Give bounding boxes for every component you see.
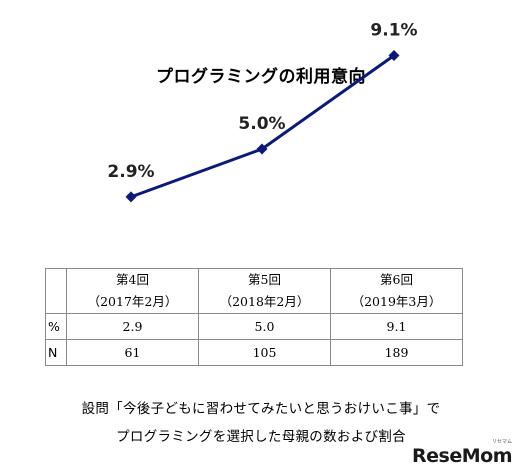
header-date: （2018年2月）: [219, 294, 310, 309]
logo-subtext: リセマム: [491, 439, 512, 445]
table-header-row: 第4回 （2017年2月） 第5回 （2018年2月） 第6回 （2019年3月…: [45, 268, 463, 314]
row-label: %: [45, 313, 67, 340]
table-corner-cell: [45, 268, 67, 314]
data-label: 2.9%: [107, 162, 154, 182]
header-round: 第4回: [116, 272, 149, 287]
header-date: （2017年2月）: [87, 294, 178, 309]
table-header-cell: 第5回 （2018年2月）: [198, 268, 331, 314]
data-point-marker: [125, 191, 137, 203]
data-label: 5.0%: [238, 114, 285, 134]
data-label: 9.1%: [370, 21, 417, 41]
row-label: N: [45, 339, 67, 366]
table-row: % 2.9 5.0 9.1: [45, 313, 463, 340]
caption-line-2: プログラミングを選択した母親の数および割合: [116, 429, 406, 445]
caption-line-1: 設問「今後子どもに習わせてみたいと思うおけいこ事」で: [81, 401, 441, 417]
table-cell: 9.1: [330, 313, 463, 340]
header-round: 第5回: [248, 272, 281, 287]
chart-title: プログラミングの利用意向: [156, 67, 366, 87]
header-round: 第6回: [380, 272, 413, 287]
table-header-cell: 第6回 （2019年3月）: [330, 268, 463, 314]
table-cell: 189: [330, 339, 463, 366]
table-cell: 5.0: [198, 313, 331, 340]
data-point-marker: [388, 50, 400, 62]
table-cell: 105: [198, 339, 331, 366]
table-cell: 2.9: [66, 313, 199, 340]
data-table: 第4回 （2017年2月） 第5回 （2018年2月） 第6回 （2019年3月…: [45, 268, 463, 366]
line-chart: 2.9% 5.0% 9.1%: [107, 21, 418, 203]
data-point-marker: [256, 143, 268, 155]
logo-text: ReseMom: [412, 445, 512, 467]
table-cell: 61: [66, 339, 199, 366]
table-header-cell: 第4回 （2017年2月）: [66, 268, 199, 314]
header-date: （2019年3月）: [351, 294, 442, 309]
table-row: N 61 105 189: [45, 339, 463, 366]
resemom-logo: ReseMom リセマム: [412, 439, 512, 467]
